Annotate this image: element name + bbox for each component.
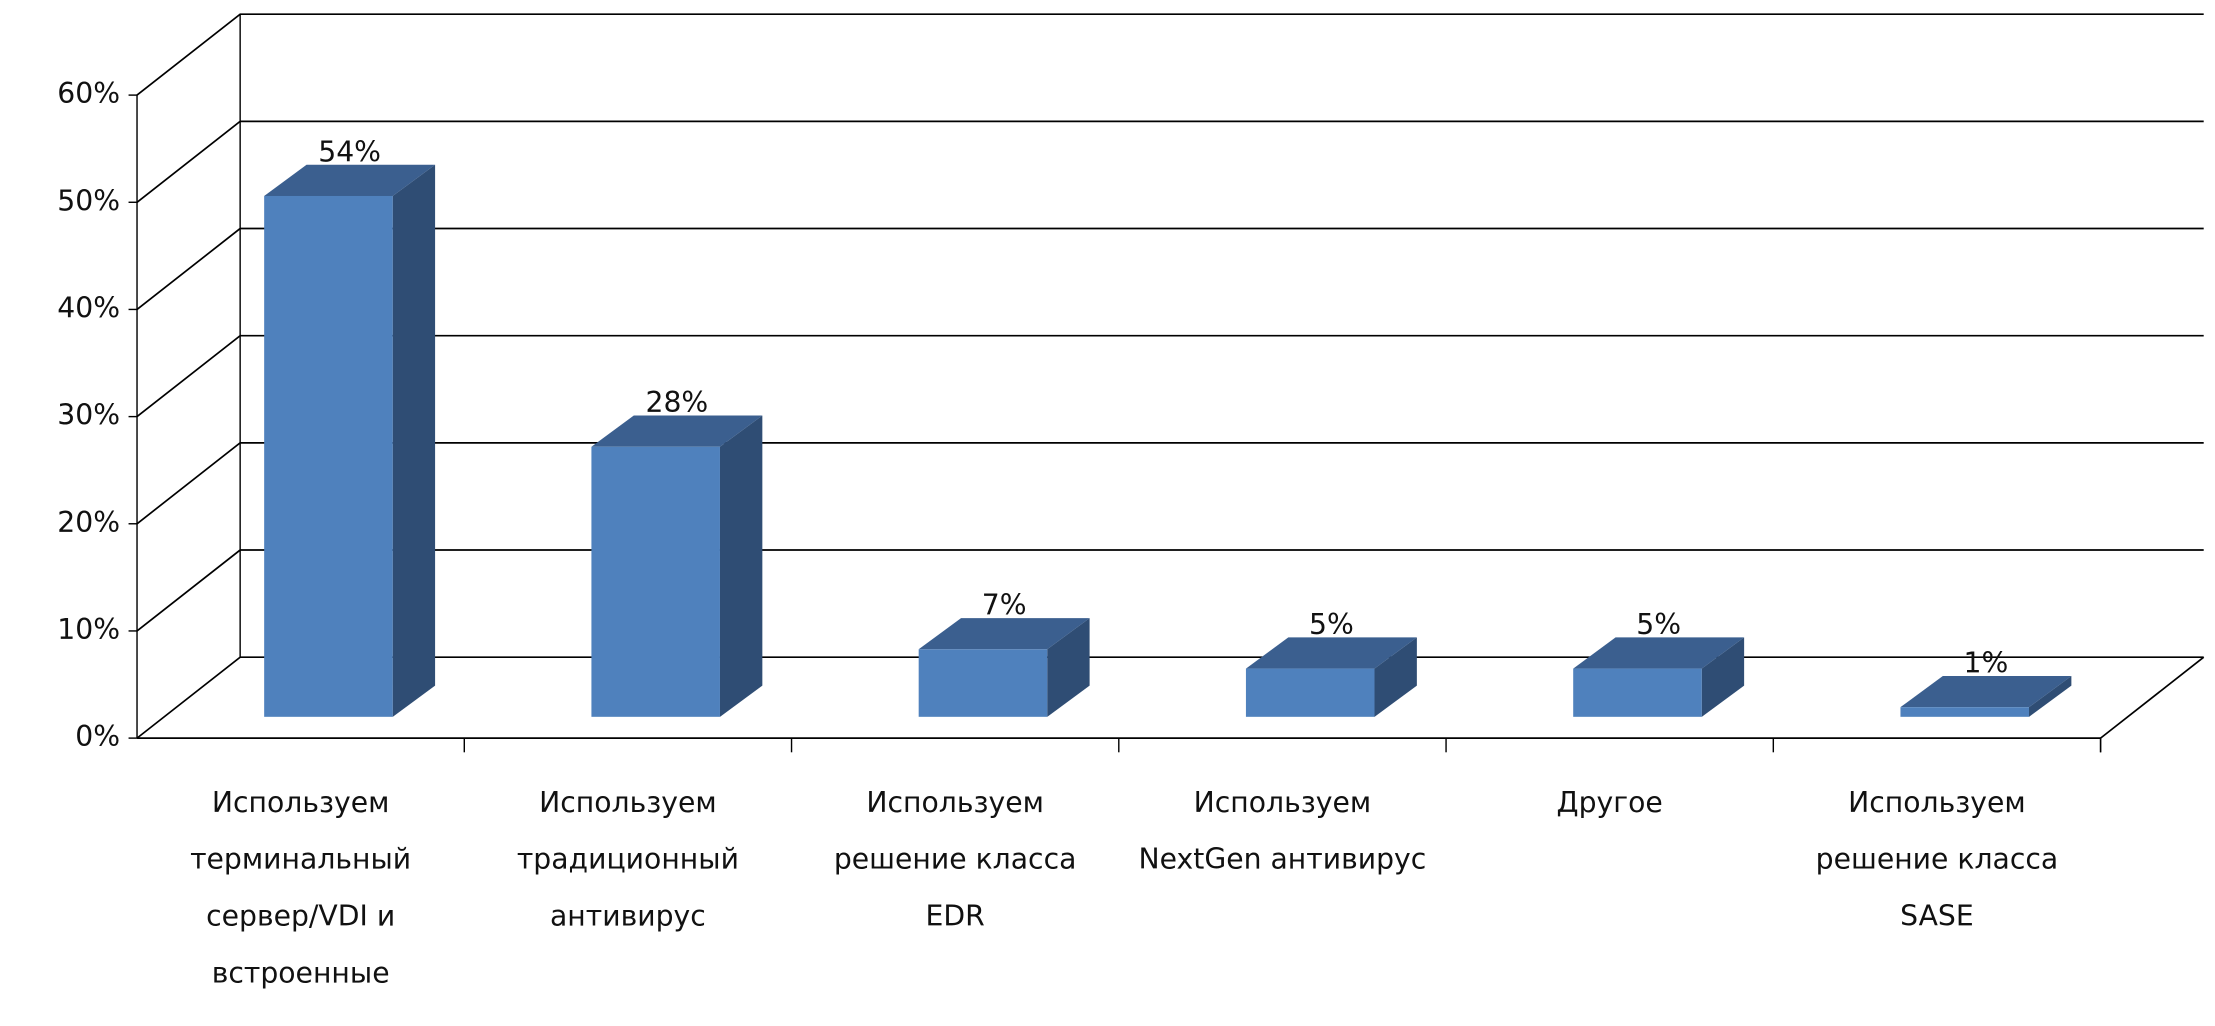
bar-side [719,415,763,717]
y-tick-label: 10% [57,613,120,646]
grid-line [136,227,2204,311]
y-tick-label: 60% [57,77,120,110]
bar-top [1900,675,2072,708]
bar-side [2029,675,2072,717]
bar [591,446,720,717]
data-label: 54% [318,135,381,168]
data-label: 5% [1636,608,1681,641]
x-tick-label-box: Используем решение класса EDR [833,784,1077,933]
x-tick-label-box: Другое [1556,784,1663,820]
x-tick-label: Используем NextGen антивирус [1138,784,1427,876]
bar-top [591,415,763,447]
bar [264,195,393,717]
x-tick-label-box: Используем решение класса SASE [1815,784,2059,933]
y-tick-label: 40% [57,291,120,324]
data-label: 5% [1309,608,1354,641]
x-tick-label: Используем терминальный сервер/VDI и вст… [170,784,431,1022]
data-label: 7% [982,589,1027,622]
grid-line [136,13,2204,96]
bar-top [918,618,1090,650]
bar [1900,707,2030,717]
data-label: 28% [645,386,708,419]
x-tick-label-box: Используем NextGen антивирус [1138,784,1427,876]
y-tick-label: 20% [57,506,120,539]
x-tick-label: Используем традиционный антивирус [516,784,739,933]
grid-line [136,656,2204,739]
y-tick-label: 0% [75,720,120,753]
bar-top [1245,637,1417,669]
x-tick-label-box: Используем традиционный антивирус [516,784,739,933]
grid-line [136,549,2204,632]
x-tick-label: Используем решение класса SASE [1815,784,2059,933]
x-tick-label: Другое [1556,784,1663,820]
grid-line [136,120,2204,203]
bar-side [392,164,436,717]
grid-line [136,442,2204,525]
floor-edge [2100,656,2205,739]
bar-side [1701,637,1745,717]
y-tick-label: 50% [57,184,120,217]
x-tick-label: Используем решение класса EDR [833,784,1077,933]
bar [1245,668,1375,717]
grid-line [136,334,2204,418]
bar-side [1374,637,1417,717]
bar-top [264,164,436,196]
data-label: 1% [1964,647,2009,680]
bar [1573,668,1702,717]
x-tick-label-box: Используем терминальный сервер/VDI и вст… [170,784,431,1022]
y-tick-label: 30% [57,399,120,432]
bar-side [1047,618,1090,717]
bar-top [1573,637,1745,669]
bar [918,649,1048,717]
